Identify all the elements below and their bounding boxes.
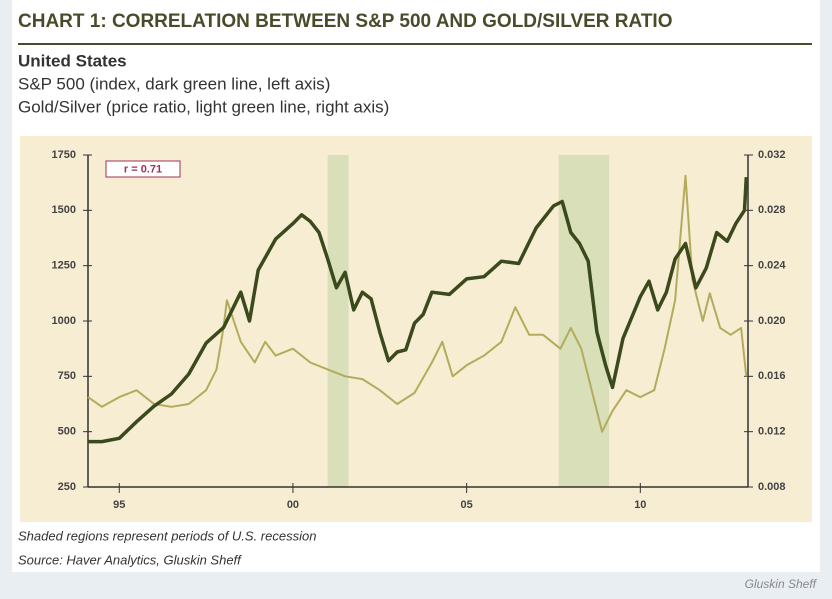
y-tick-label: 1750 bbox=[52, 149, 76, 161]
y-tick-label: 1000 bbox=[52, 315, 76, 327]
recession-band bbox=[327, 155, 349, 487]
y-tick-label: 1250 bbox=[52, 260, 76, 272]
annotation: r = 0.71 bbox=[124, 163, 162, 175]
y-tick-label: 500 bbox=[58, 426, 76, 438]
y-tick-label: 750 bbox=[58, 370, 76, 382]
y2-tick-label: 0.032 bbox=[758, 149, 786, 161]
y2-tick-label: 0.016 bbox=[758, 370, 786, 382]
x-tick-label: 05 bbox=[461, 499, 473, 511]
x-tick-label: 95 bbox=[113, 499, 125, 511]
note: Shaded regions represent periods of U.S.… bbox=[18, 528, 316, 543]
plot: 25050075010001250150017500.0080.0120.016… bbox=[52, 149, 787, 511]
x-tick-label: 10 bbox=[634, 499, 646, 511]
y2-tick-label: 0.012 bbox=[758, 426, 786, 438]
y2-tick-label: 0.024 bbox=[758, 260, 786, 272]
recession-band bbox=[558, 155, 610, 487]
y-tick-label: 250 bbox=[58, 481, 76, 493]
source: Source: Haver Analytics, Gluskin Sheff bbox=[18, 552, 242, 567]
chart-title: CHART 1: CORRELATION BETWEEN S&P 500 AND… bbox=[18, 11, 673, 32]
chart-background bbox=[20, 136, 812, 522]
series-line bbox=[88, 177, 749, 444]
y2-tick-label: 0.008 bbox=[758, 481, 786, 493]
annotation-box bbox=[105, 160, 181, 178]
subtitle: S&P 500 (index, dark green line, left ax… bbox=[18, 74, 330, 93]
series-line bbox=[87, 174, 748, 433]
x-tick-label: 00 bbox=[287, 499, 299, 511]
credit: Gluskin Sheff bbox=[745, 577, 818, 591]
y2-tick-label: 0.028 bbox=[758, 204, 786, 216]
region: United States bbox=[18, 51, 127, 70]
y-tick-label: 1500 bbox=[52, 204, 76, 216]
subtitle: Gold/Silver (price ratio, light green li… bbox=[18, 97, 389, 116]
y2-tick-label: 0.020 bbox=[758, 315, 786, 327]
